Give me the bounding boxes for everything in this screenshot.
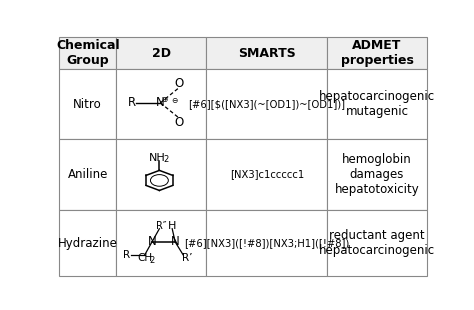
Bar: [116, 210, 206, 276]
Text: [#6][NX3]([!#8])[NX3;H1]([!#8]): [#6][NX3]([!#8])[NX3;H1]([!#8]): [184, 238, 349, 248]
Text: R’: R’: [182, 253, 193, 263]
Bar: [59, 139, 116, 210]
Bar: [59, 37, 116, 69]
Text: R″: R″: [156, 221, 167, 231]
Bar: [206, 139, 328, 210]
Text: O: O: [175, 77, 184, 90]
Text: ADMET
properties: ADMET properties: [341, 39, 413, 67]
Text: Nitro: Nitro: [73, 98, 102, 111]
Text: [#6][$([NX3](~[OD1])~[OD1])]: [#6][$([NX3](~[OD1])~[OD1])]: [188, 99, 345, 109]
Bar: [116, 139, 206, 210]
Text: CH: CH: [138, 253, 153, 263]
Bar: [59, 210, 116, 276]
Text: 2D: 2D: [152, 47, 171, 60]
Text: O: O: [175, 116, 184, 129]
Bar: [59, 69, 116, 139]
Bar: [206, 37, 328, 69]
Bar: [328, 210, 427, 276]
Text: 2: 2: [150, 255, 155, 264]
Text: N: N: [171, 235, 180, 248]
Text: ⊕: ⊕: [161, 95, 167, 104]
Text: reductant agent
hepatocarcinogenic: reductant agent hepatocarcinogenic: [319, 229, 435, 257]
Text: 2: 2: [164, 155, 169, 164]
Bar: [328, 69, 427, 139]
Text: [NX3]c1ccccc1: [NX3]c1ccccc1: [230, 170, 304, 179]
Bar: [206, 210, 328, 276]
Text: hepatocarcinogenic
mutagenic: hepatocarcinogenic mutagenic: [319, 90, 435, 118]
Text: ⊖: ⊖: [171, 96, 177, 105]
Text: Hydrazine: Hydrazine: [58, 237, 118, 250]
Bar: [328, 37, 427, 69]
Bar: [116, 69, 206, 139]
Text: N: N: [147, 235, 156, 248]
Text: N: N: [156, 96, 165, 109]
Text: SMARTS: SMARTS: [238, 47, 296, 60]
Bar: [206, 69, 328, 139]
Bar: [328, 139, 427, 210]
Text: NH: NH: [149, 153, 166, 163]
Bar: [116, 37, 206, 69]
Text: Chemical
Group: Chemical Group: [56, 39, 119, 67]
Text: R: R: [128, 96, 136, 109]
Text: Aniline: Aniline: [67, 168, 108, 181]
Text: hemoglobin
damages
hepatotoxicity: hemoglobin damages hepatotoxicity: [335, 153, 419, 196]
Text: R: R: [123, 250, 131, 260]
Text: H: H: [168, 221, 176, 231]
